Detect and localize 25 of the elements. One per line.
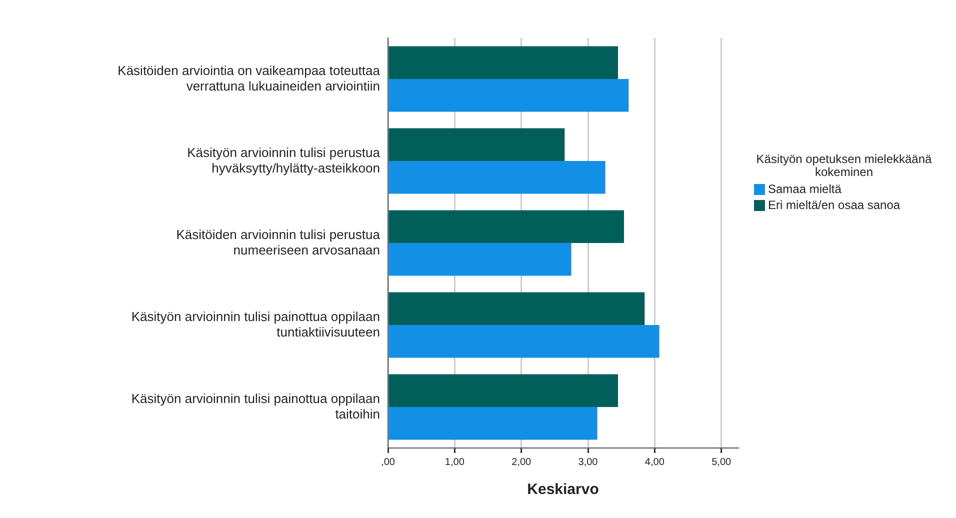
bar — [388, 325, 660, 358]
x-tick-label: 2,00 — [512, 456, 532, 468]
bar — [388, 79, 629, 112]
bar — [388, 210, 624, 243]
y-tick-label: Käsityön arvioinnin tulisi painottua oppilaan taitoihin — [131, 390, 380, 422]
bar — [388, 161, 606, 194]
bar — [388, 46, 618, 79]
y-tick-label: Käsityön arvioinnin tulisi perustua hyväksytty/hylätty-asteikkoon — [187, 144, 381, 176]
bar — [388, 292, 645, 325]
x-axis-title: Keskiarvo — [527, 481, 599, 498]
bar — [388, 243, 572, 276]
y-tick-label: Käsitöiden arviointia on vaikeampaa toteuttaa verrattuna lukuaineiden arviointiin — [118, 62, 381, 94]
bar — [388, 128, 565, 161]
legend-label: Samaa mieltä — [768, 181, 842, 197]
legend-label: Eri mieltä/en osaa sanoa — [768, 197, 900, 213]
bar — [388, 374, 618, 407]
x-tick-label: ,00 — [381, 456, 396, 468]
bar — [388, 407, 598, 440]
x-tick-label: 5,00 — [712, 456, 732, 468]
x-tick-label: 3,00 — [578, 456, 598, 468]
y-tick-label: Käsityön arvioinnin tulisi painottua oppilaan tuntiaktiivisuuteen — [131, 308, 380, 340]
x-tick-label: 4,00 — [644, 456, 665, 468]
legend-title: Käsityön opetuksen mielekkäänä kokeminen — [755, 152, 933, 179]
y-tick-label: Käsitöiden arvioinnin tulisi perustua numeeriseen arvosanaan — [176, 226, 381, 258]
x-tick-label: 1,00 — [444, 456, 465, 468]
